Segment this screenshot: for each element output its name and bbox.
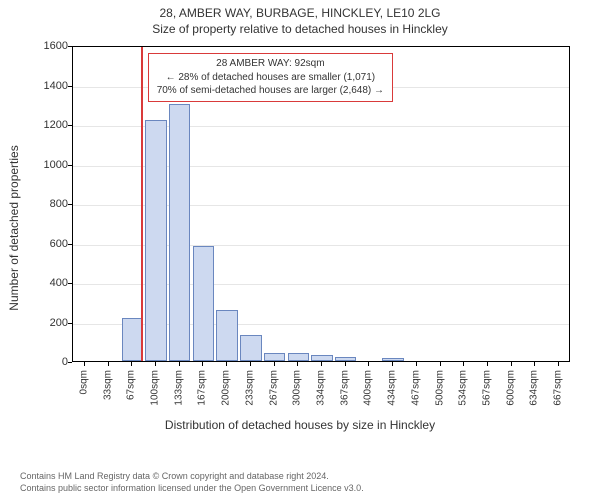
y-tick-label: 1400 <box>20 80 68 92</box>
x-tick <box>274 362 275 366</box>
y-axis-title: Number of detached properties <box>7 145 21 310</box>
x-tick <box>297 362 298 366</box>
x-axis-title: Distribution of detached houses by size … <box>0 418 600 432</box>
x-tick-label: 467sqm <box>410 370 421 406</box>
x-tick-label: 534sqm <box>458 370 469 406</box>
plot-area: 28 AMBER WAY: 92sqm ← 28% of detached ho… <box>72 46 570 362</box>
x-tick <box>511 362 512 366</box>
histogram-bar <box>240 335 261 361</box>
x-tick-label: 334sqm <box>316 370 327 406</box>
x-tick-label: 300sqm <box>292 370 303 406</box>
x-tick <box>321 362 322 366</box>
histogram-bar <box>122 318 143 361</box>
x-tick <box>416 362 417 366</box>
x-tick-label: 100sqm <box>150 370 161 406</box>
page-title-line1: 28, AMBER WAY, BURBAGE, HINCKLEY, LE10 2… <box>0 0 600 20</box>
x-tick <box>534 362 535 366</box>
footer-line2: Contains public sector information licen… <box>20 482 364 494</box>
x-tick-label: 267sqm <box>268 370 279 406</box>
y-tick <box>68 362 72 363</box>
footer-attribution: Contains HM Land Registry data © Crown c… <box>20 470 364 494</box>
histogram-bar <box>169 104 190 361</box>
x-tick <box>108 362 109 366</box>
x-tick <box>84 362 85 366</box>
x-tick-label: 233sqm <box>244 370 255 406</box>
annotation-line2: ← 28% of detached houses are smaller (1,… <box>157 71 384 85</box>
x-tick <box>202 362 203 366</box>
x-tick-label: 33sqm <box>102 370 113 400</box>
y-tick-label: 1000 <box>20 159 68 171</box>
annotation-box: 28 AMBER WAY: 92sqm ← 28% of detached ho… <box>148 53 393 102</box>
histogram-bar <box>264 353 285 361</box>
x-tick <box>250 362 251 366</box>
y-tick-label: 400 <box>20 277 68 289</box>
histogram-bar <box>335 357 356 361</box>
property-marker-line <box>141 47 143 361</box>
y-tick-label: 600 <box>20 238 68 250</box>
annotation-line1: 28 AMBER WAY: 92sqm <box>157 57 384 71</box>
x-tick <box>179 362 180 366</box>
histogram-bar <box>311 355 332 361</box>
x-tick-label: 167sqm <box>197 370 208 406</box>
histogram-bar <box>288 353 309 361</box>
x-tick-label: 133sqm <box>173 370 184 406</box>
x-tick <box>345 362 346 366</box>
histogram-bar <box>382 358 403 361</box>
x-tick-label: 67sqm <box>126 370 137 400</box>
histogram-bar <box>216 310 237 361</box>
x-tick-label: 634sqm <box>529 370 540 406</box>
y-tick-label: 0 <box>20 356 68 368</box>
y-tick-label: 800 <box>20 198 68 210</box>
y-tick-label: 1200 <box>20 119 68 131</box>
x-tick <box>392 362 393 366</box>
x-tick-label: 200sqm <box>221 370 232 406</box>
x-tick <box>155 362 156 366</box>
chart-container: Number of detached properties 0200400600… <box>20 38 580 418</box>
x-tick-label: 400sqm <box>363 370 374 406</box>
x-tick-label: 500sqm <box>434 370 445 406</box>
annotation-line3: 70% of semi-detached houses are larger (… <box>157 84 384 98</box>
y-tick-label: 200 <box>20 317 68 329</box>
x-tick-label: 0sqm <box>78 370 89 394</box>
x-tick-label: 434sqm <box>387 370 398 406</box>
x-tick-label: 567sqm <box>482 370 493 406</box>
x-tick-label: 667sqm <box>553 370 564 406</box>
histogram-bar <box>193 246 214 361</box>
x-tick-label: 600sqm <box>505 370 516 406</box>
x-tick <box>463 362 464 366</box>
x-tick <box>558 362 559 366</box>
page-title-line2: Size of property relative to detached ho… <box>0 20 600 38</box>
x-tick <box>487 362 488 366</box>
x-tick-label: 367sqm <box>339 370 350 406</box>
x-tick <box>131 362 132 366</box>
y-tick-label: 1600 <box>20 40 68 52</box>
histogram-bar <box>145 120 166 361</box>
x-tick <box>368 362 369 366</box>
x-tick <box>440 362 441 366</box>
x-tick <box>226 362 227 366</box>
footer-line1: Contains HM Land Registry data © Crown c… <box>20 470 364 482</box>
